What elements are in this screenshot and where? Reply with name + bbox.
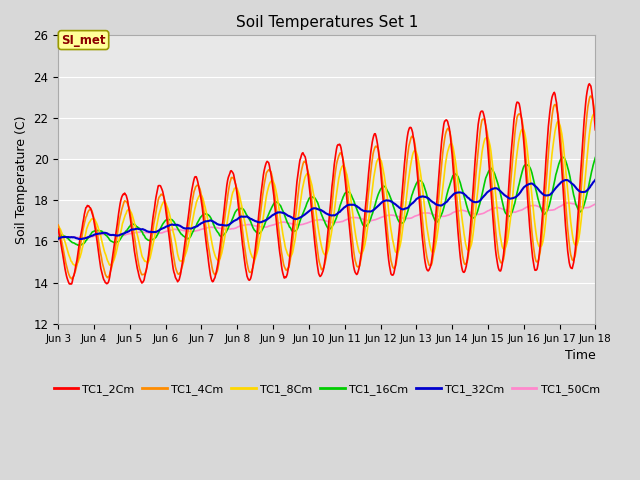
TC1_16Cm	[319, 216, 327, 221]
TC1_4Cm	[68, 276, 76, 282]
TC1_2Cm	[586, 81, 593, 86]
TC1_8Cm	[319, 249, 327, 255]
TC1_16Cm	[543, 208, 550, 214]
TC1_50Cm	[424, 210, 431, 216]
TC1_4Cm	[54, 222, 62, 228]
TC1_32Cm	[173, 222, 180, 228]
TC1_4Cm	[543, 171, 550, 177]
TC1_50Cm	[591, 201, 599, 207]
Line: TC1_4Cm: TC1_4Cm	[58, 96, 595, 279]
TC1_16Cm	[54, 234, 62, 240]
TC1_2Cm	[196, 190, 204, 195]
Title: Soil Temperatures Set 1: Soil Temperatures Set 1	[236, 15, 418, 30]
X-axis label: Time: Time	[564, 349, 595, 362]
TC1_16Cm	[196, 215, 204, 221]
TC1_2Cm	[173, 277, 180, 283]
TC1_8Cm	[72, 264, 79, 269]
TC1_4Cm	[173, 269, 180, 275]
TC1_16Cm	[371, 202, 379, 207]
TC1_32Cm	[543, 192, 550, 198]
TC1_8Cm	[54, 223, 62, 229]
TC1_50Cm	[172, 227, 180, 232]
TC1_2Cm	[371, 131, 379, 137]
TC1_2Cm	[67, 281, 75, 287]
TC1_2Cm	[591, 127, 599, 133]
Line: TC1_2Cm: TC1_2Cm	[58, 84, 595, 284]
TC1_50Cm	[319, 217, 326, 223]
TC1_2Cm	[54, 226, 62, 232]
TC1_32Cm	[371, 205, 379, 211]
TC1_32Cm	[54, 236, 62, 242]
TC1_16Cm	[591, 155, 599, 160]
TC1_8Cm	[196, 192, 204, 198]
Legend: TC1_2Cm, TC1_4Cm, TC1_8Cm, TC1_16Cm, TC1_32Cm, TC1_50Cm: TC1_2Cm, TC1_4Cm, TC1_8Cm, TC1_16Cm, TC1…	[49, 379, 604, 399]
TC1_16Cm	[559, 155, 567, 160]
TC1_32Cm	[319, 209, 327, 215]
Y-axis label: Soil Temperature (C): Soil Temperature (C)	[15, 115, 28, 244]
TC1_8Cm	[424, 234, 432, 240]
Line: TC1_16Cm: TC1_16Cm	[58, 157, 595, 245]
TC1_50Cm	[54, 235, 62, 241]
TC1_32Cm	[424, 195, 432, 201]
TC1_4Cm	[196, 186, 204, 192]
TC1_4Cm	[591, 116, 599, 121]
TC1_2Cm	[543, 144, 550, 150]
TC1_4Cm	[587, 93, 595, 99]
TC1_50Cm	[542, 206, 550, 212]
TC1_4Cm	[319, 265, 327, 271]
TC1_4Cm	[424, 260, 432, 265]
TC1_32Cm	[196, 221, 204, 227]
TC1_50Cm	[195, 227, 203, 233]
TC1_8Cm	[543, 207, 550, 213]
TC1_2Cm	[424, 268, 432, 274]
TC1_32Cm	[591, 177, 599, 183]
Line: TC1_8Cm: TC1_8Cm	[58, 114, 595, 266]
TC1_50Cm	[371, 217, 378, 223]
TC1_8Cm	[173, 247, 180, 253]
Line: TC1_50Cm: TC1_50Cm	[58, 203, 595, 238]
TC1_8Cm	[371, 166, 379, 172]
TC1_16Cm	[76, 242, 83, 248]
TC1_4Cm	[371, 144, 379, 150]
TC1_16Cm	[424, 197, 432, 203]
TC1_2Cm	[319, 268, 327, 274]
TC1_32Cm	[76, 236, 83, 242]
Text: SI_met: SI_met	[61, 34, 106, 47]
TC1_8Cm	[591, 113, 599, 119]
Line: TC1_32Cm: TC1_32Cm	[58, 180, 595, 239]
TC1_16Cm	[173, 224, 180, 229]
TC1_8Cm	[590, 111, 598, 117]
TC1_50Cm	[563, 200, 571, 206]
